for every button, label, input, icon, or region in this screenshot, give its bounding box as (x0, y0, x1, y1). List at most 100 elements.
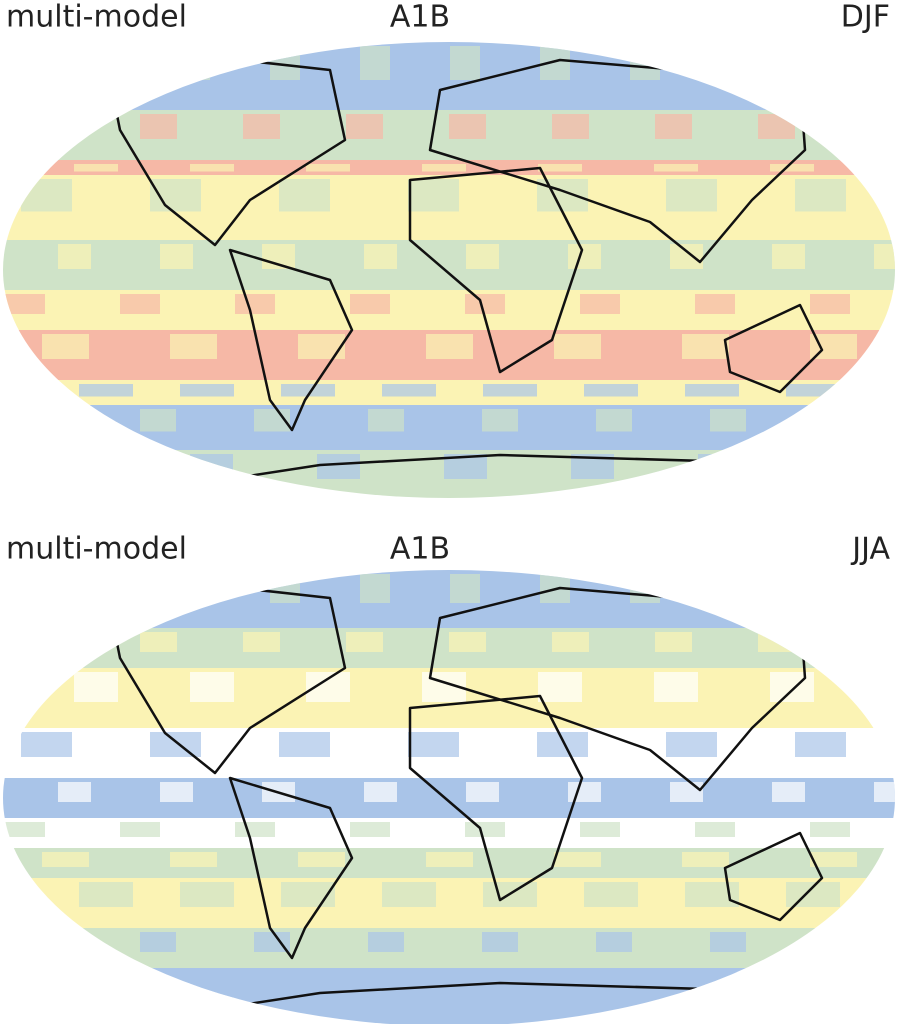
shade-patch (37, 114, 74, 139)
shade-patch (140, 409, 176, 432)
shade-patch (180, 384, 234, 397)
shade-band (3, 778, 895, 818)
shade-patch (670, 244, 703, 269)
coastline (108, 58, 347, 247)
shade-patch (465, 294, 505, 314)
shade-patch (537, 179, 588, 212)
shade-patch (465, 822, 505, 837)
shade-patch (770, 672, 814, 702)
shade-patch (810, 46, 840, 80)
shade-patch (279, 179, 330, 212)
shade-patch (698, 972, 741, 1002)
shade-patch (281, 384, 335, 397)
shade-patch (190, 454, 233, 479)
shade-patch (317, 454, 360, 479)
shade-patch (150, 179, 201, 212)
shade-patch (710, 409, 746, 432)
shade-patch (79, 384, 133, 397)
shade-patch (695, 822, 735, 837)
shade-patch (698, 454, 741, 479)
shade-patch (58, 244, 91, 269)
shade-patch (382, 882, 436, 907)
shade-patch (190, 164, 234, 172)
coastline (228, 248, 354, 432)
shade-patch (682, 852, 729, 867)
coastline (108, 586, 347, 775)
shade-patch (824, 932, 860, 952)
shade-patch (720, 574, 750, 603)
shade-patch (298, 852, 345, 867)
shade-patch (772, 782, 805, 802)
shade-patch (26, 932, 62, 952)
shade-band (3, 42, 895, 110)
shade-patch (235, 294, 275, 314)
shade-patch (26, 409, 62, 432)
shade-patch (180, 882, 234, 907)
season-label: JJA (850, 532, 890, 567)
shade-patch (584, 882, 638, 907)
shade-patch (666, 732, 717, 757)
shade-patch (554, 334, 601, 359)
model-label: multi-model (6, 0, 187, 35)
shade-patch (426, 334, 473, 359)
shade-patch (824, 409, 860, 432)
shade-band (3, 570, 895, 628)
shade-patch (120, 822, 160, 837)
shade-patch (160, 244, 193, 269)
shade-patch (74, 672, 118, 702)
shade-patch (360, 46, 390, 80)
shade-patch (306, 164, 350, 172)
shade-band (3, 878, 895, 928)
map (3, 570, 895, 1024)
map-field (3, 570, 895, 1024)
shade-patch (450, 574, 480, 603)
shade-patch (630, 574, 660, 603)
shade-band (3, 405, 895, 450)
shade-patch (466, 244, 499, 269)
shade-patch (630, 46, 660, 80)
shade-patch (79, 882, 133, 907)
season-label: DJF (841, 0, 890, 35)
coastline (228, 776, 354, 960)
shade-patch (382, 384, 436, 397)
shade-patch (180, 574, 210, 603)
shade-patch (670, 782, 703, 802)
shade-patch (710, 932, 746, 952)
shade-patch (368, 409, 404, 432)
shade-patch (482, 409, 518, 432)
shade-patch (758, 114, 795, 139)
map (3, 42, 895, 498)
coastline (428, 58, 807, 264)
shade-patch (874, 782, 895, 802)
shade-band (3, 380, 895, 405)
shade-patch (74, 164, 118, 172)
shade-patch (140, 932, 176, 952)
shade-patch (568, 782, 601, 802)
scenario-label: A1B (390, 532, 450, 567)
shade-patch (408, 732, 459, 757)
shade-patch (235, 822, 275, 837)
scenario-label: A1B (390, 0, 450, 35)
shade-patch (552, 114, 589, 139)
shade-patch (580, 294, 620, 314)
shade-patch (270, 574, 300, 603)
shade-patch (180, 46, 210, 80)
shade-patch (596, 932, 632, 952)
shade-patch (190, 672, 234, 702)
shade-patch (422, 164, 466, 172)
shade-patch (444, 972, 487, 1002)
shade-patch (538, 164, 582, 172)
shade-patch (298, 334, 345, 359)
coastline (723, 303, 824, 394)
shade-patch (160, 782, 193, 802)
shade-patch (350, 822, 390, 837)
shade-patch (21, 179, 72, 212)
shade-patch (42, 852, 89, 867)
shade-patch (580, 822, 620, 837)
shade-patch (90, 46, 120, 80)
shade-patch (654, 164, 698, 172)
coastline (408, 694, 584, 902)
shade-patch (3, 46, 30, 80)
shade-patch (140, 114, 177, 139)
shade-band (3, 240, 895, 290)
